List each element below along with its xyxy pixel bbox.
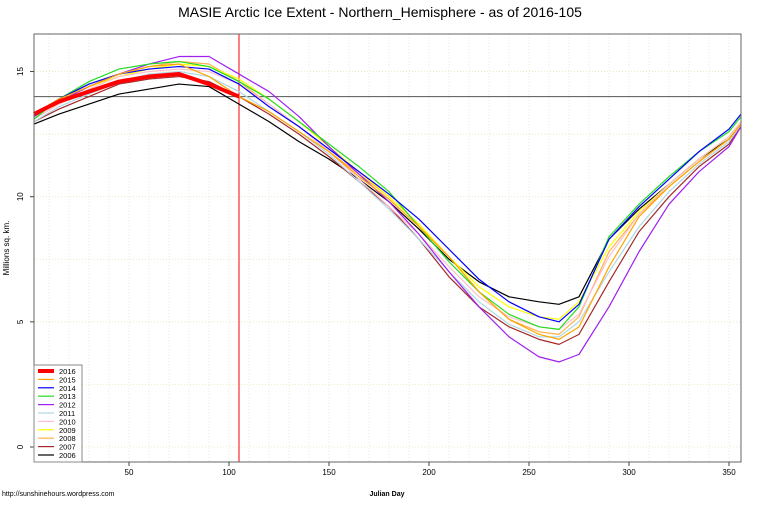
series-line-2006 <box>33 83 742 305</box>
legend-label-2013: 2013 <box>59 392 76 401</box>
series-line-2007 <box>33 75 742 345</box>
legend-label-2012: 2012 <box>59 401 76 410</box>
y-tick-label: 15 <box>16 67 25 76</box>
chart-title: MASIE Arctic Ice Extent - Northern_Hemis… <box>178 4 582 20</box>
plot-frame <box>33 33 742 463</box>
legend-label-2009: 2009 <box>59 426 76 435</box>
x-tick-label: 300 <box>622 468 636 477</box>
y-tick-label: 10 <box>16 192 25 201</box>
legend-label-2006: 2006 <box>59 451 76 460</box>
series-line-2009 <box>33 63 742 320</box>
series-line-2015 <box>33 63 742 340</box>
legend-label-2010: 2010 <box>59 417 76 426</box>
x-tick-label: 250 <box>522 468 536 477</box>
series-lines <box>33 55 742 363</box>
y-axis-label: Millions sq. km. <box>2 221 11 276</box>
legend-label-2007: 2007 <box>59 443 76 452</box>
axis-ticks: 50 100 150 200 250 300 350 0 5 10 15 <box>16 67 736 477</box>
legend-label-2016: 2016 <box>59 367 76 376</box>
x-axis-label: Julian Day <box>369 491 404 498</box>
legend-label-2011: 2011 <box>59 409 75 418</box>
credit-link[interactable]: http://sunshinehours.wordpress.com <box>2 491 115 498</box>
reference-lines <box>34 34 741 462</box>
series-line-2013 <box>33 60 742 330</box>
x-tick-label: 100 <box>222 468 236 477</box>
series-line-2014 <box>33 65 742 323</box>
x-tick-label: 200 <box>422 468 436 477</box>
grid <box>34 34 741 462</box>
legend-label-2015: 2015 <box>59 375 76 384</box>
y-tick-label: 5 <box>16 319 25 324</box>
series-line-2010 <box>33 68 742 330</box>
legend-label-2008: 2008 <box>59 434 76 443</box>
x-tick-label: 150 <box>322 468 336 477</box>
legend-label-2014: 2014 <box>59 384 76 393</box>
x-tick-label: 350 <box>722 468 736 477</box>
series-line-2016 <box>33 72 240 116</box>
x-tick-label: 50 <box>125 468 134 477</box>
series-line-2012 <box>33 55 742 363</box>
y-tick-label: 0 <box>16 444 25 449</box>
series-line-2011 <box>33 70 742 338</box>
legend: 2016201520142013201220112010200920082007… <box>33 364 83 463</box>
